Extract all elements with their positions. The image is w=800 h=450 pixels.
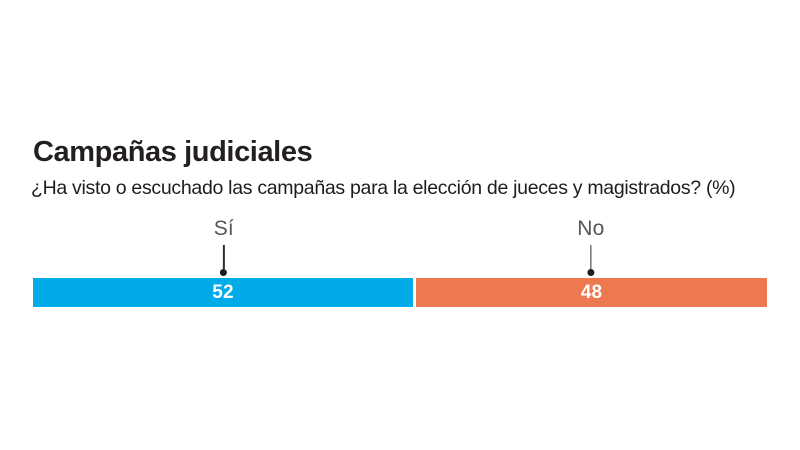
chart-subtitle: ¿Ha visto o escuchado las campañas para … <box>31 177 736 199</box>
category-label-si: Sí <box>213 217 234 240</box>
leader-line-no <box>590 245 592 269</box>
plot-area: Sí No 52 48 <box>33 0 767 450</box>
annotation-layer: Sí No <box>33 217 767 278</box>
value-label-no: 48 <box>580 281 603 303</box>
leader-line-si <box>223 245 225 269</box>
annotation-si: Sí <box>214 217 234 278</box>
leader-dot-no <box>587 269 595 276</box>
leader-dot-si <box>220 269 228 276</box>
value-label-si: 52 <box>212 281 234 303</box>
bar-segment-si: 52 <box>33 278 414 307</box>
chart-title: Campañas judiciales <box>33 136 313 168</box>
category-label-no: No <box>577 217 605 240</box>
stacked-bar: 52 48 <box>33 278 767 307</box>
bar-segment-no: 48 <box>416 278 767 307</box>
annotation-no: No <box>577 217 604 278</box>
